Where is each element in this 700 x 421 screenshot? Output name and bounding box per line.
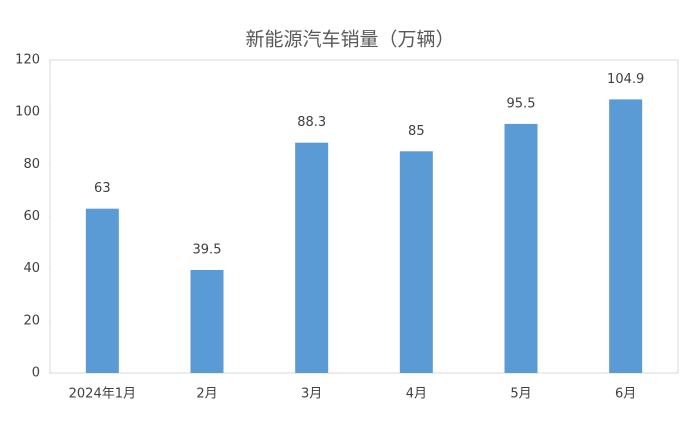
x-tick-label: 5月 xyxy=(510,387,531,402)
y-tick-label: 120 xyxy=(15,53,40,68)
data-label: 39.5 xyxy=(193,242,222,257)
chart-title: 新能源汽车销量（万辆） xyxy=(245,29,454,51)
x-tick-label: 3月 xyxy=(301,387,322,402)
data-label: 63 xyxy=(94,181,111,196)
y-tick-label: 20 xyxy=(23,313,40,328)
bar xyxy=(295,142,329,373)
x-tick-label: 2024年1月 xyxy=(69,387,136,402)
data-label: 88.3 xyxy=(297,115,326,130)
bar xyxy=(85,208,119,373)
bar xyxy=(190,269,224,373)
y-tick-label: 0 xyxy=(32,366,40,381)
x-tick-label: 6月 xyxy=(615,387,636,402)
x-tick-label: 4月 xyxy=(406,387,427,402)
y-tick-label: 40 xyxy=(23,261,40,276)
y-tick-label: 100 xyxy=(15,105,40,120)
y-tick-label: 60 xyxy=(23,209,40,224)
data-label: 104.9 xyxy=(607,72,644,87)
bar xyxy=(399,151,433,373)
x-tick-label: 2月 xyxy=(196,387,217,402)
bar xyxy=(504,123,538,373)
bar xyxy=(609,99,643,373)
data-label: 95.5 xyxy=(507,96,536,111)
data-label: 85 xyxy=(408,124,425,139)
y-tick-label: 80 xyxy=(23,157,40,172)
